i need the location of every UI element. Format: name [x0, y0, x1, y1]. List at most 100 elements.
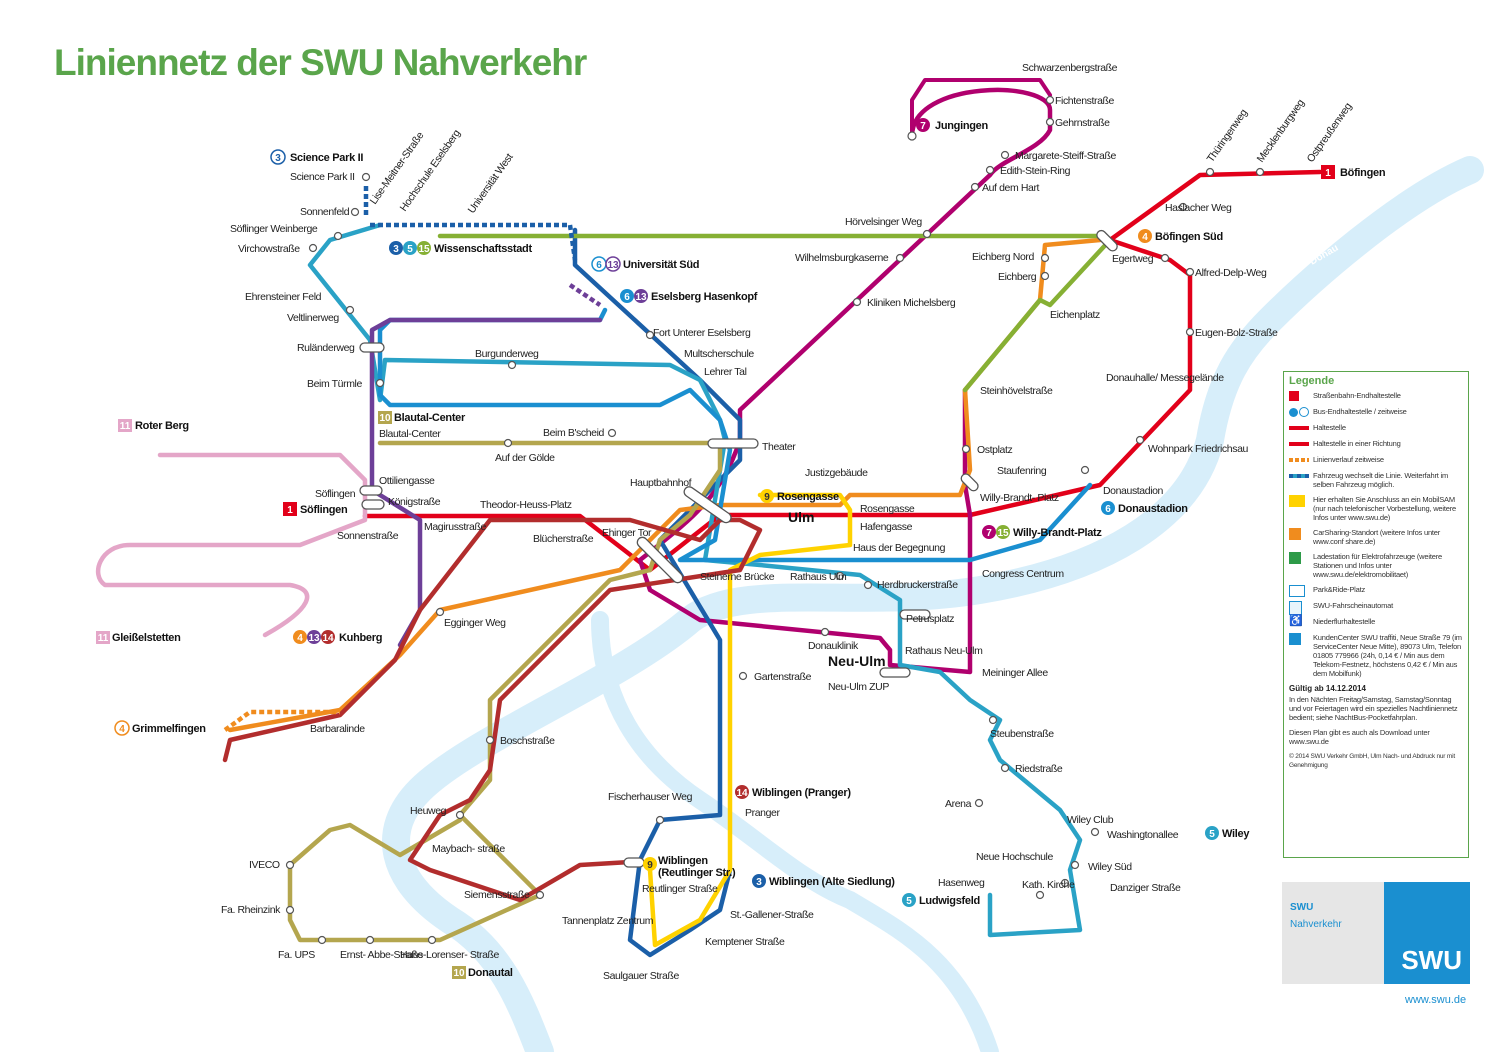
station-gehrn[interactable]: Gehrnstraße: [1055, 117, 1110, 129]
terminal-jungingen[interactable]: Jungingen: [935, 120, 989, 132]
terminal-grimmelfingen[interactable]: Grimmelfingen: [132, 723, 207, 735]
station-congress[interactable]: Congress Centrum: [982, 568, 1065, 580]
station-ups[interactable]: Fa. UPS: [278, 949, 316, 961]
station-pranger[interactable]: Pranger: [745, 807, 781, 819]
station-egertweg[interactable]: Egertweg: [1112, 253, 1154, 265]
station-heuweg[interactable]: Heuweg: [410, 805, 447, 817]
station-rheinzink[interactable]: Fa. Rheinzink: [221, 904, 282, 916]
terminal-willy-brandt[interactable]: Willy-Brandt-Platz: [1013, 527, 1103, 539]
station-ottilien[interactable]: Ottiliengasse: [379, 475, 435, 487]
station-barbara[interactable]: Barbaralinde: [310, 723, 366, 735]
station-lorenser[interactable]: Hans-Lorenser- Straße: [400, 949, 500, 961]
station-wileysued[interactable]: Wiley Süd: [1088, 861, 1133, 873]
station-hafengasse[interactable]: Hafengasse: [860, 521, 913, 533]
station-steuben[interactable]: Steubenstraße: [990, 728, 1055, 740]
terminal-wiblingen-alte[interactable]: Wiblingen (Alte Siedlung): [769, 876, 896, 888]
station-maybach[interactable]: Maybach- straße: [432, 843, 506, 855]
station-rulaender[interactable]: Ruländerweg: [297, 342, 355, 354]
station-sonnenfeld[interactable]: Sonnenfeld: [300, 206, 350, 218]
terminal-roter-berg[interactable]: Roter Berg: [135, 420, 189, 432]
station-rosengasse[interactable]: Rosengasse: [860, 503, 915, 515]
station-gartenstr[interactable]: Gartenstraße: [754, 671, 812, 683]
station-sonnen[interactable]: Sonnenstraße: [337, 530, 399, 542]
terminal-uni-sued[interactable]: Universität Süd: [623, 259, 699, 271]
station-saulgauer[interactable]: Saulgauer Straße: [603, 970, 680, 982]
terminal-donaustadion[interactable]: Donaustadion: [1118, 503, 1189, 515]
terminal-soeflingen[interactable]: Söflingen: [300, 504, 348, 516]
station-bosch[interactable]: Boschstraße: [500, 735, 555, 747]
station-weinberge[interactable]: Söflinger Weinberge: [230, 223, 318, 235]
station-ostpreussen[interactable]: Ostpreußenweg: [1305, 100, 1355, 164]
station-abbe[interactable]: Ernst- Abbe-Straße: [340, 949, 424, 961]
station-rathausulm[interactable]: Rathaus Ulm: [790, 571, 847, 583]
station-fischerhauser[interactable]: Fischerhauser Weg: [608, 791, 693, 803]
station-burgunder[interactable]: Burgunderweg: [475, 348, 539, 360]
station-donauklinik[interactable]: Donauklinik: [808, 640, 859, 652]
station-ostplatz[interactable]: Ostplatz: [977, 444, 1013, 456]
station-staufenring[interactable]: Staufenring: [997, 465, 1047, 477]
station-tannenplatz[interactable]: Tannenplatz Zentrum: [562, 915, 654, 927]
station-donauhalle[interactable]: Donauhalle/ Messegelände: [1106, 372, 1225, 384]
terminal-wiley[interactable]: Wiley: [1222, 828, 1251, 840]
station-iveco[interactable]: IVECO: [249, 859, 280, 871]
station-heuss[interactable]: Theodor-Heuss-Platz: [480, 499, 572, 511]
station-danziger[interactable]: Danziger Straße: [1110, 882, 1181, 894]
station-willy-platz[interactable]: Willy-Brandt- Platz: [980, 492, 1059, 504]
station-soeflingen[interactable]: Söflingen: [315, 488, 356, 500]
terminal-eselsberg[interactable]: Eselsberg Hasenkopf: [651, 291, 758, 303]
station-sciencepark2[interactable]: Science Park II: [290, 171, 355, 183]
terminal-boefingen[interactable]: Böfingen: [1340, 167, 1386, 179]
terminal-ludwigsfeld[interactable]: Ludwigsfeld: [919, 895, 980, 907]
station-wohnpark[interactable]: Wohnpark Friedrichsau: [1148, 443, 1249, 455]
station-egginger[interactable]: Egginger Weg: [444, 617, 507, 629]
station-koenig[interactable]: Königstraße: [388, 496, 441, 508]
station-schwarzenberg[interactable]: Schwarzenbergstraße: [1022, 62, 1118, 74]
station-hauptbahnhof[interactable]: Hauptbahnhof: [630, 477, 692, 489]
terminal-boefingen-sued[interactable]: Böfingen Süd: [1155, 231, 1223, 243]
station-edith[interactable]: Edith-Stein-Ring: [1000, 165, 1071, 177]
terminal-science-park[interactable]: Science Park II: [290, 152, 364, 164]
station-justiz[interactable]: Justizgebäude: [805, 467, 868, 479]
station-aufdergoelde[interactable]: Auf der Gölde: [495, 452, 556, 464]
station-theater[interactable]: Theater: [762, 441, 797, 453]
station-fichten[interactable]: Fichtenstraße: [1055, 95, 1115, 107]
station-beimbscheid[interactable]: Beim B'scheid: [543, 427, 605, 439]
station-wileyclub[interactable]: Wiley Club: [1067, 814, 1114, 826]
station-petrus[interactable]: Petrusplatz: [906, 613, 955, 625]
station-multscher[interactable]: Multscherschule: [684, 348, 755, 360]
station-meininger[interactable]: Meininger Allee: [982, 667, 1049, 679]
website-link[interactable]: www.swu.de: [1405, 994, 1467, 1006]
terminal-donautal[interactable]: Donautal: [468, 967, 513, 979]
station-hausbegegnung[interactable]: Haus der Begegnung: [853, 542, 946, 554]
station-rathausnu[interactable]: Rathaus Neu-Ulm: [905, 645, 983, 657]
terminal-blautal[interactable]: Blautal-Center: [394, 412, 466, 424]
station-lehrertal[interactable]: Lehrer Tal: [704, 366, 747, 378]
station-uniwest[interactable]: Universität West: [466, 151, 516, 215]
station-eichberg[interactable]: Eichberg: [998, 271, 1037, 283]
station-hochschule[interactable]: Hochschule Eselsberg: [398, 127, 463, 213]
station-bluecher[interactable]: Blücherstraße: [533, 533, 594, 545]
station-ehingertor[interactable]: Ehinger Tor: [602, 527, 652, 539]
station-arena[interactable]: Arena: [945, 798, 972, 810]
station-eichenplatz[interactable]: Eichenplatz: [1050, 309, 1100, 321]
station-fort[interactable]: Fort Unterer Eselsberg: [653, 327, 751, 339]
station-mecklenburg[interactable]: Mecklenburgweg: [1255, 97, 1307, 165]
station-thueringen[interactable]: Thüringenweg: [1205, 107, 1251, 165]
station-steinhoevel[interactable]: Steinhövelstraße: [980, 385, 1053, 397]
station-siemens[interactable]: Siemensstraße: [464, 889, 530, 901]
terminal-wiblingen-pranger[interactable]: Wiblingen (Pranger): [752, 787, 852, 799]
station-stgallener[interactable]: St.-Gallener-Straße: [730, 909, 814, 921]
station-aufdemhart[interactable]: Auf dem Hart: [982, 182, 1040, 194]
station-nuzup[interactable]: Neu-Ulm ZUP: [828, 681, 890, 693]
station-reutlinger[interactable]: Reutlinger Straße: [642, 883, 718, 895]
station-blautal-center[interactable]: Blautal-Center: [379, 428, 442, 440]
station-eichberg-nord[interactable]: Eichberg Nord: [972, 251, 1035, 263]
station-veltliner[interactable]: Veltlinerweg: [287, 312, 340, 324]
station-eugen[interactable]: Eugen-Bolz-Straße: [1195, 327, 1278, 339]
terminal-rosengasse[interactable]: Rosengasse: [777, 491, 839, 503]
station-ehrensteiner[interactable]: Ehrensteiner Feld: [245, 291, 322, 303]
station-neuehochschule[interactable]: Neue Hochschule: [976, 851, 1054, 863]
station-donaustadion-bus[interactable]: Donaustadion: [1103, 485, 1164, 497]
terminal-kuhberg[interactable]: Kuhberg: [339, 632, 382, 644]
station-washington[interactable]: Washingtonallee: [1107, 829, 1179, 841]
